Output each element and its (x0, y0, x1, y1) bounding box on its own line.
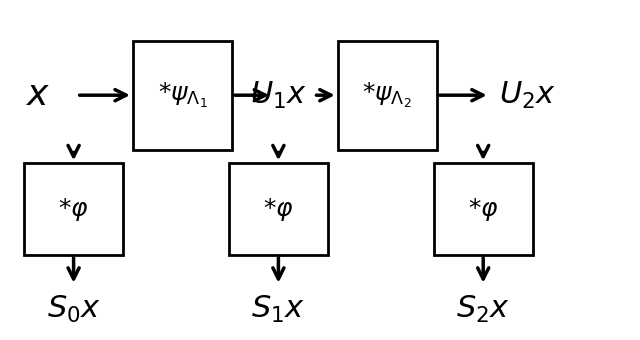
Text: $*\psi_{\Lambda_1}$: $*\psi_{\Lambda_1}$ (157, 81, 207, 110)
Text: $S_2 x$: $S_2 x$ (456, 294, 510, 325)
Text: $S_1 x$: $S_1 x$ (252, 294, 305, 325)
Text: $*\varphi$: $*\varphi$ (58, 195, 89, 223)
FancyBboxPatch shape (338, 41, 437, 150)
FancyBboxPatch shape (434, 163, 532, 255)
Text: $*\psi_{\Lambda_2}$: $*\psi_{\Lambda_2}$ (362, 81, 412, 110)
FancyBboxPatch shape (133, 41, 232, 150)
FancyBboxPatch shape (229, 163, 328, 255)
FancyBboxPatch shape (24, 163, 123, 255)
Text: $*\varphi$: $*\varphi$ (263, 195, 294, 223)
Text: $U_1 x$: $U_1 x$ (250, 80, 307, 111)
Text: $x$: $x$ (26, 78, 51, 112)
Text: $S_0 x$: $S_0 x$ (47, 294, 100, 325)
Text: $U_2 x$: $U_2 x$ (499, 80, 557, 111)
Text: $*\varphi$: $*\varphi$ (468, 195, 499, 223)
